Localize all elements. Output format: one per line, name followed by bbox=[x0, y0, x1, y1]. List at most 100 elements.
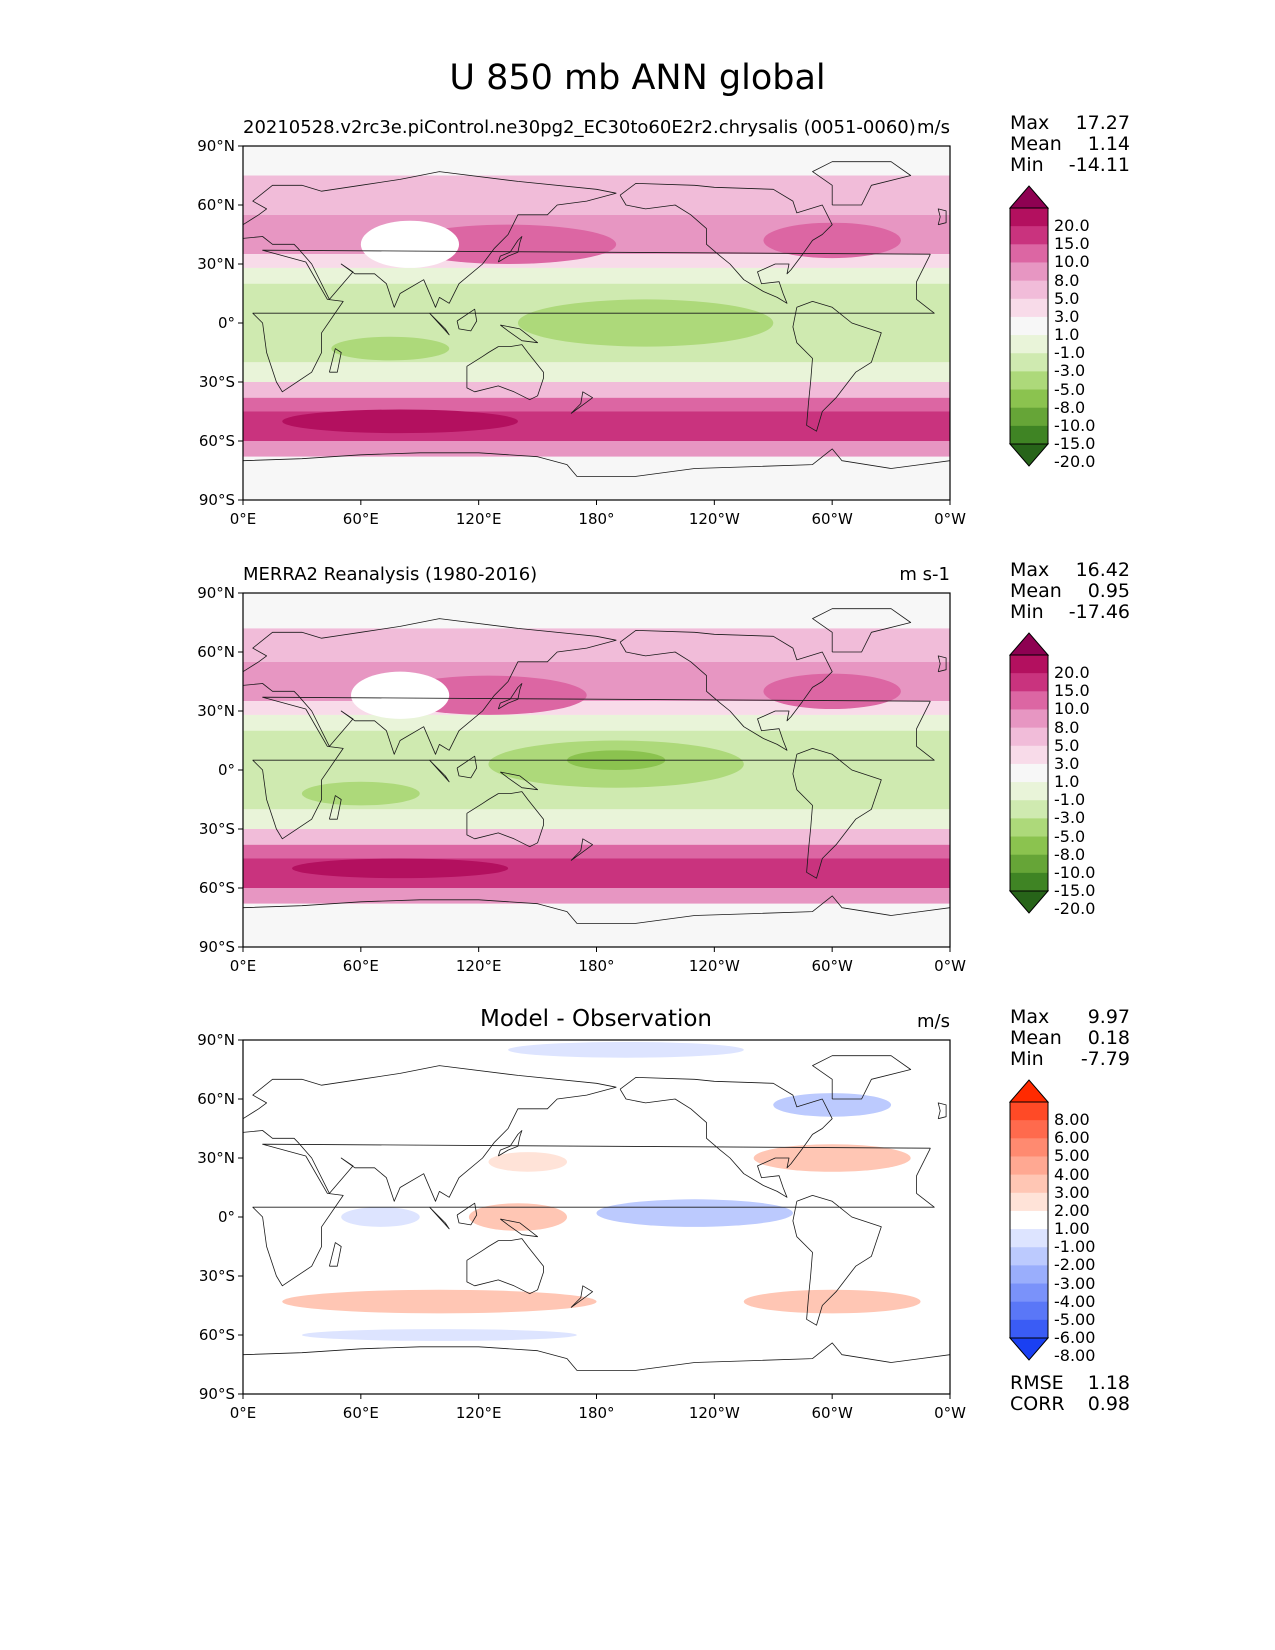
lat-tick-label: 30°N bbox=[197, 1149, 235, 1167]
colorbar-tick-label: -10.0 bbox=[1054, 862, 1096, 882]
lat-tick-label: 30°S bbox=[198, 820, 235, 838]
coastline bbox=[466, 1238, 544, 1295]
coastline bbox=[812, 1055, 912, 1100]
field-contour bbox=[351, 671, 450, 719]
colorbar-segment bbox=[1010, 655, 1048, 674]
colorbar-tick-label: 3.0 bbox=[1054, 753, 1080, 773]
lat-tick-label: 0° bbox=[217, 1208, 235, 1226]
colorbar-extend-min bbox=[1008, 443, 1050, 467]
coastline bbox=[329, 348, 342, 373]
field-contour bbox=[763, 673, 901, 710]
colorbar-segment bbox=[1010, 1192, 1048, 1212]
colorbar-tick-label: 10.0 bbox=[1054, 699, 1090, 719]
field-band bbox=[243, 714, 950, 731]
stat-value: 16.42 bbox=[1075, 559, 1130, 581]
lon-tick-label: 120°E bbox=[455, 510, 502, 528]
colorbar-segment bbox=[1010, 1120, 1048, 1139]
colorbar-tick-label: 1.00 bbox=[1054, 1219, 1090, 1239]
coastline bbox=[456, 308, 478, 332]
panel-units: m/s bbox=[917, 1011, 950, 1032]
map-plot bbox=[238, 145, 951, 505]
lat-tick-label: 0° bbox=[217, 314, 235, 332]
colorbar bbox=[1008, 632, 1050, 914]
coastline bbox=[497, 683, 523, 710]
colorbar-segment bbox=[1010, 745, 1048, 765]
colorbar-tick-label: -1.00 bbox=[1054, 1237, 1096, 1257]
colorbar-segment bbox=[1010, 1247, 1048, 1266]
colorbar-tick-label: 3.0 bbox=[1054, 306, 1080, 326]
field-band bbox=[243, 888, 950, 904]
lon-tick-label: 120°W bbox=[688, 957, 740, 975]
colorbar-tick-label: 8.0 bbox=[1054, 717, 1080, 737]
footer-stat-value: 1.18 bbox=[1087, 1372, 1130, 1394]
lon-tick-label: 60°E bbox=[342, 1404, 379, 1422]
lat-tick-label: 90°S bbox=[198, 938, 235, 956]
panel-title: Model - Observation bbox=[479, 1006, 713, 1032]
colorbar-segment bbox=[1010, 316, 1048, 336]
figure-title: U 850 mb ANN global bbox=[449, 58, 826, 98]
colorbar-frame bbox=[1009, 654, 1049, 892]
colorbar-segment bbox=[1010, 1174, 1048, 1194]
field-contour bbox=[292, 858, 509, 879]
lat-tick-label: 60°S bbox=[198, 1326, 235, 1344]
field-contour bbox=[301, 1329, 577, 1341]
colorbar-tick-label: 3.00 bbox=[1054, 1182, 1090, 1202]
colorbar-frame bbox=[1009, 1101, 1049, 1339]
colorbar-segment bbox=[1010, 1301, 1048, 1321]
stat-label: Min bbox=[1010, 1048, 1044, 1070]
stat-value: 9.97 bbox=[1087, 1006, 1130, 1028]
coastline bbox=[252, 249, 935, 393]
field-band bbox=[243, 903, 950, 947]
field-contour bbox=[763, 222, 901, 259]
colorbar-segment bbox=[1010, 691, 1048, 710]
colorbar-segment bbox=[1010, 1265, 1048, 1285]
coastline bbox=[619, 1077, 833, 1198]
colorbar-tick-label: -20.0 bbox=[1054, 452, 1096, 472]
lat-tick-label: 60°S bbox=[198, 879, 235, 897]
map-plot bbox=[238, 592, 951, 952]
coastline bbox=[570, 838, 593, 861]
coastline bbox=[242, 1065, 617, 1202]
colorbar-tick-label: -3.00 bbox=[1054, 1273, 1096, 1293]
colorbar-tick-label: -8.0 bbox=[1054, 844, 1086, 864]
coastline bbox=[242, 448, 951, 477]
coastline bbox=[466, 344, 544, 401]
coastline bbox=[792, 748, 882, 879]
lon-tick-label: 0°W bbox=[934, 1404, 966, 1422]
colorbar-segment bbox=[1010, 208, 1048, 227]
lat-tick-label: 60°N bbox=[197, 196, 235, 214]
coastline bbox=[252, 1143, 935, 1287]
colorbar-segment bbox=[1010, 872, 1048, 892]
colorbar-tick-label: -6.00 bbox=[1054, 1328, 1096, 1347]
coastline bbox=[500, 1218, 538, 1238]
field-contour bbox=[282, 409, 518, 434]
colorbar-segment bbox=[1010, 335, 1048, 354]
colorbar-tick-label: -5.00 bbox=[1054, 1309, 1096, 1329]
panel-units: m s-1 bbox=[899, 564, 950, 585]
lon-tick-label: 120°E bbox=[455, 1404, 502, 1422]
coastline bbox=[570, 1285, 593, 1308]
stat-value: -14.11 bbox=[1068, 154, 1130, 176]
colorbar-tick-label: -3.0 bbox=[1054, 361, 1086, 381]
coastline bbox=[497, 1130, 523, 1157]
coastline bbox=[570, 391, 593, 414]
colorbar-tick-label: 2.00 bbox=[1054, 1200, 1090, 1220]
field-band bbox=[243, 175, 950, 215]
colorbar-segment bbox=[1010, 389, 1048, 409]
coastline bbox=[500, 324, 538, 344]
lon-tick-label: 60°W bbox=[811, 957, 853, 975]
stat-label: Max bbox=[1010, 112, 1050, 134]
colorbar-segment bbox=[1010, 1210, 1048, 1230]
colorbar-segment bbox=[1010, 854, 1048, 874]
lon-tick-label: 120°E bbox=[455, 957, 502, 975]
coastline bbox=[329, 795, 342, 820]
lat-tick-label: 30°N bbox=[197, 255, 235, 273]
lon-tick-label: 0°W bbox=[934, 510, 966, 528]
colorbar-segment bbox=[1010, 673, 1048, 692]
colorbar-tick-label: -2.00 bbox=[1054, 1255, 1096, 1275]
stat-label: Max bbox=[1010, 1006, 1050, 1028]
panel-title: 20210528.v2rc3e.piControl.ne30pg2_EC30to… bbox=[243, 117, 916, 138]
field-contour bbox=[517, 299, 774, 347]
coastline bbox=[329, 1242, 342, 1267]
colorbar-extend-max bbox=[1008, 1079, 1050, 1103]
